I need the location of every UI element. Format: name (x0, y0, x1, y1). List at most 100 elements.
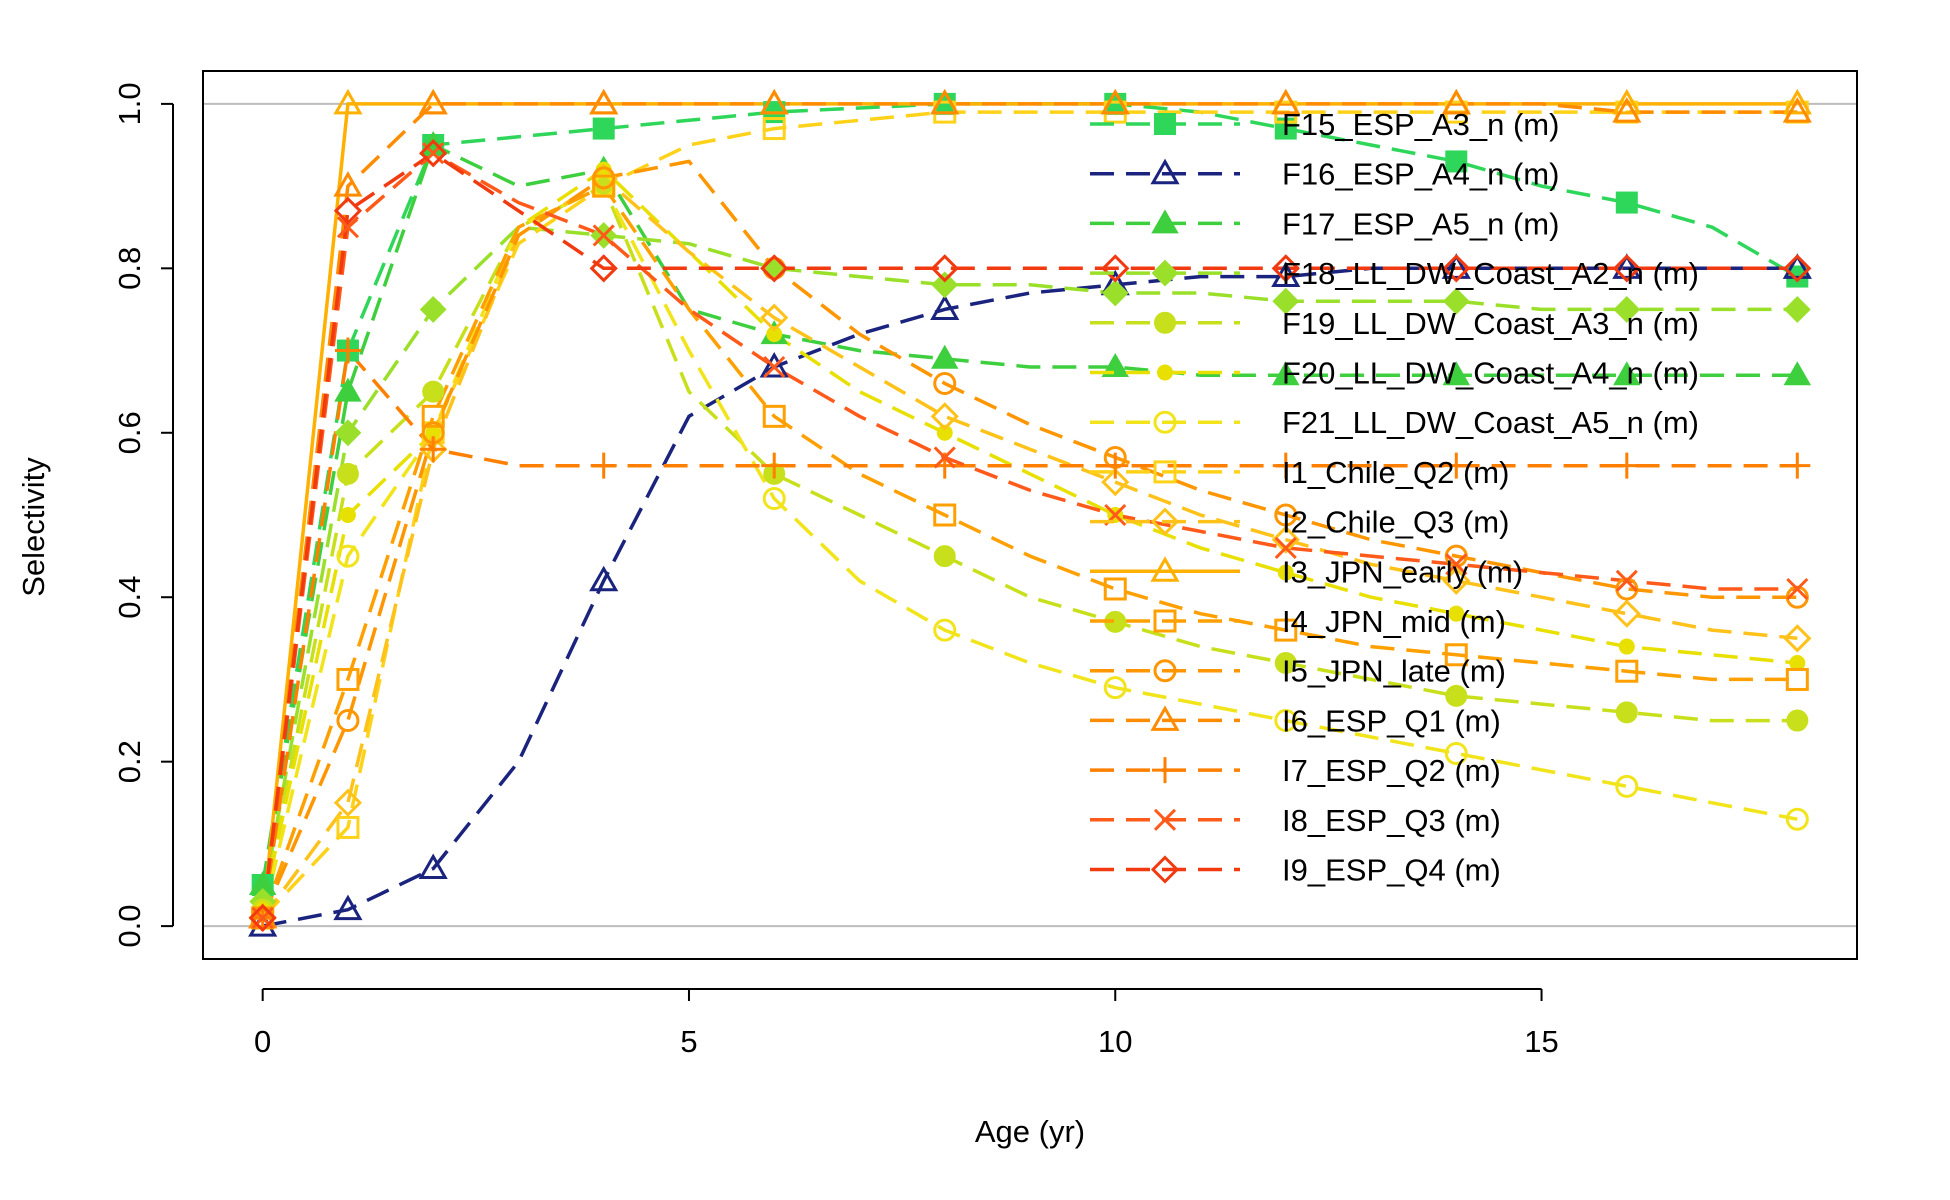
data-point-marker (1786, 709, 1809, 732)
data-point-marker (418, 88, 448, 115)
data-point-marker (1274, 536, 1297, 559)
series-markers-3 (248, 130, 1812, 895)
data-point-marker (762, 487, 786, 511)
legend-item: I5_JPN_late (m) (1090, 654, 1506, 689)
data-point-marker (334, 337, 361, 364)
legend-marker (1157, 364, 1173, 381)
data-point-marker (592, 174, 616, 198)
series-lines (260, 102, 1799, 928)
x-axis: 0 5 10 15 (254, 988, 1559, 1059)
data-point-marker (1102, 452, 1129, 479)
data-point-marker (336, 216, 359, 239)
legend-marker (1153, 410, 1177, 434)
data-point-marker (589, 88, 619, 115)
data-point-marker (1613, 452, 1640, 479)
grid-reference-lines (203, 102, 1857, 928)
y-axis: 0.0 0.2 0.4 0.6 0.8 1.0 (112, 82, 174, 948)
legend-item: I1_Chile_Q2 (m) (1090, 455, 1509, 490)
legend-label: I3_JPN_early (m) (1282, 554, 1523, 589)
y-tick-label: 0.4 (112, 576, 147, 619)
data-point-marker (1612, 254, 1641, 283)
plot-frame (202, 70, 1858, 960)
x-tick-label: 5 (680, 1024, 697, 1059)
data-point-marker (1271, 88, 1301, 115)
legend-label: I1_Chile_Q2 (m) (1282, 455, 1509, 490)
y-axis-title: Selectivity (16, 457, 51, 597)
data-point-marker (248, 903, 277, 933)
legend-marker (1150, 507, 1180, 536)
legend-label: F15_ESP_A3_n (m) (1282, 107, 1559, 142)
series-line-1 (260, 102, 1799, 886)
data-point-marker (936, 424, 953, 441)
y-tick-label: 0.8 (112, 247, 147, 290)
data-point-marker (1613, 361, 1641, 386)
data-point-marker (336, 667, 360, 691)
x-tick-label: 10 (1098, 1024, 1132, 1059)
data-point-marker (1783, 254, 1812, 283)
data-point-marker (1782, 97, 1812, 123)
data-point-marker (762, 404, 786, 428)
data-point-marker (760, 254, 789, 283)
data-point-marker (334, 419, 362, 447)
data-point-marker (759, 351, 789, 378)
data-point-marker (336, 709, 360, 733)
data-point-marker (1783, 361, 1812, 386)
legend-label: F21_LL_DW_Coast_A5_n (m) (1282, 405, 1699, 440)
data-point-marker (1277, 564, 1294, 581)
series-markers-16 (248, 139, 1812, 933)
legend-label: I8_ESP_Q3 (m) (1282, 803, 1501, 838)
legend-item: I3_JPN_early (m) (1090, 554, 1523, 589)
data-point-marker (1786, 577, 1809, 601)
data-point-marker (419, 296, 447, 323)
legend-marker (1153, 808, 1177, 831)
data-point-marker (1101, 467, 1130, 497)
legend-marker (1152, 757, 1178, 784)
series-markers (248, 88, 1812, 937)
data-point-marker (419, 139, 448, 168)
data-point-marker (333, 171, 363, 197)
legend-item: I7_ESP_Q2 (m) (1090, 753, 1501, 788)
data-point-marker (760, 303, 789, 332)
data-point-marker (1101, 254, 1130, 283)
data-point-marker (336, 462, 359, 485)
data-point-marker (1615, 774, 1639, 798)
data-point-marker (930, 254, 959, 283)
data-point-marker (1274, 709, 1298, 733)
legend-marker (1150, 158, 1180, 185)
data-point-marker (930, 402, 959, 431)
legend-item: F19_LL_DW_Coast_A3_n (m) (1090, 306, 1699, 341)
data-point-marker (1615, 191, 1638, 214)
legend-item: I2_Chile_Q3 (m) (1090, 505, 1509, 540)
legend-item: I6_ESP_Q1 (m) (1090, 703, 1501, 738)
legend-marker (1154, 113, 1176, 135)
data-point-marker (1785, 807, 1809, 831)
data-point-marker (766, 326, 783, 343)
data-point-marker (1612, 599, 1641, 628)
data-point-marker (1612, 253, 1642, 279)
data-point-marker (1445, 684, 1468, 707)
legend-marker (1151, 259, 1179, 287)
data-point-marker (589, 565, 619, 592)
data-point-marker (1100, 88, 1130, 115)
data-point-marker (933, 371, 957, 395)
data-point-marker (933, 446, 956, 469)
legend-item: F20_LL_DW_Coast_A4_n (m) (1090, 356, 1699, 391)
data-point-marker (1442, 566, 1471, 595)
data-point-marker (1615, 659, 1639, 683)
data-point-marker (1103, 676, 1127, 700)
y-tick-label: 0.2 (112, 740, 147, 783)
x-tick-label: 15 (1524, 1024, 1558, 1059)
data-point-marker (1615, 569, 1638, 592)
data-point-marker (1441, 88, 1471, 115)
data-point-marker (1612, 88, 1642, 115)
data-point-marker (933, 618, 957, 642)
legend-marker (1151, 209, 1179, 234)
data-point-marker (1103, 577, 1127, 601)
data-point-marker (1442, 361, 1471, 386)
legend-label: I6_ESP_Q1 (m) (1282, 703, 1501, 738)
data-point-marker (334, 377, 362, 402)
legend-item: F16_ESP_A4_n (m) (1090, 157, 1559, 192)
legend-label: I7_ESP_Q2 (m) (1282, 753, 1501, 788)
series-markers-4 (249, 222, 1811, 915)
